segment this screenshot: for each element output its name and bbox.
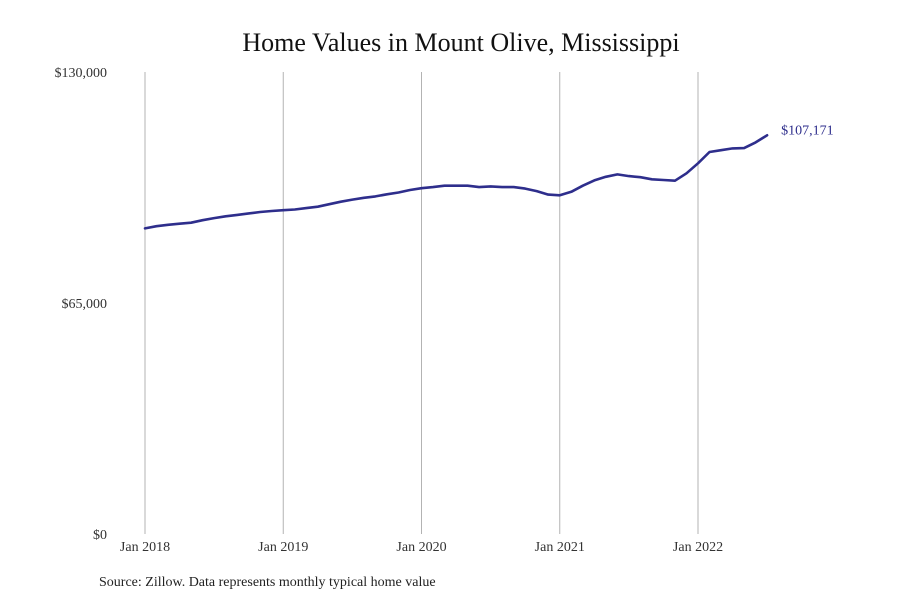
x-tick-label: Jan 2020 — [396, 540, 446, 555]
x-tick-label: Jan 2022 — [673, 540, 723, 555]
x-tick-label: Jan 2021 — [535, 540, 585, 555]
x-tick-label: Jan 2018 — [120, 540, 170, 555]
series-line — [143, 134, 769, 230]
gridlines — [144, 72, 699, 534]
y-tick-label: $130,000 — [55, 66, 108, 81]
y-axis-ticks: $0 $65,000 $130,000 — [55, 66, 108, 543]
y-tick-label: $0 — [93, 528, 107, 543]
y-tick-label: $65,000 — [62, 297, 108, 312]
end-value-label: $107,171 — [781, 123, 834, 138]
x-axis-ticks: Jan 2018 Jan 2019 Jan 2020 Jan 2021 Jan 2022 — [120, 540, 723, 555]
x-tick-label: Jan 2019 — [258, 540, 308, 555]
chart-title: Home Values in Mount Olive, Mississippi — [242, 28, 679, 57]
series-group — [143, 134, 769, 230]
source-note: Source: Zillow. Data represents monthly … — [99, 575, 436, 590]
